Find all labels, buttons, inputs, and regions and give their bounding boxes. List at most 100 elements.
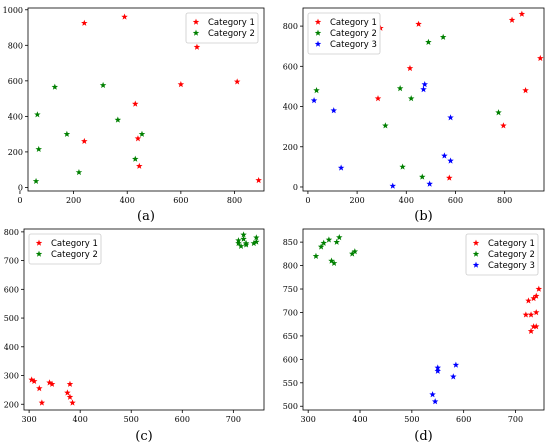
x-tick-label: 600 [173,196,188,205]
data-point-category-1 [530,295,537,302]
data-point-category-1 [121,13,128,20]
data-point-category-1 [374,95,382,102]
data-point-category-3 [441,152,448,159]
x-tick-label: 200 [349,196,364,205]
data-point-category-1 [38,399,46,406]
y-tick-label: 600 [4,285,19,294]
panel-caption: (d) [414,429,432,444]
data-point-category-2 [382,122,389,129]
data-point-category-2 [51,83,59,90]
legend-marker [35,239,43,246]
data-point-category-2 [253,234,260,241]
legend-label: Category 3 [330,40,377,50]
data-point-category-2 [351,248,359,255]
data-point-category-1 [233,78,241,85]
data-point-category-1 [134,135,142,142]
data-point-category-1 [527,311,535,318]
data-point-category-1 [525,297,532,304]
data-point-category-3 [452,361,460,368]
data-point-category-2 [240,231,247,238]
data-point-category-2 [312,252,320,259]
data-point-category-3 [330,107,337,114]
y-tick-label: 800 [4,228,19,237]
x-tick-label: 300 [21,415,36,424]
data-point-category-3 [389,182,396,189]
data-point-category-2 [99,81,107,89]
data-point-category-1 [81,137,88,144]
y-tick-label: 400 [8,112,23,121]
chart-panel-1: 0 200 400 600 800 0 200 400 600 800 1000 Category 1… [3,6,265,224]
data-point-category-2 [317,243,325,250]
y-tick-label: 800 [8,41,23,50]
y-tick-label: 400 [4,343,19,352]
data-point-category-1 [81,19,88,26]
data-point-category-1 [522,311,530,318]
y-tick-label: 500 [4,314,19,323]
plot-frame [302,228,545,411]
x-tick-label: 0 [17,196,22,205]
data-point-category-1 [255,176,262,184]
y-tick-label: 600 [283,62,298,71]
data-point-category-1 [177,81,185,88]
y-tick-label: 0 [293,183,298,192]
data-point-category-2 [439,33,447,40]
y-tick-label: 700 [4,257,19,266]
y-tick-label: 0 [18,183,23,192]
plot-frame [27,7,265,192]
data-point-category-1 [508,16,516,23]
data-point-category-3 [434,364,441,371]
x-tick-label: 500 [124,415,139,424]
data-point-category-2 [237,242,245,249]
data-point-category-2 [419,173,426,180]
y-tick-label: 850 [283,238,298,247]
y-tick-label: 800 [283,262,298,271]
x-tick-label: 400 [73,415,88,424]
panel-caption: (c) [135,429,152,444]
chart-panel-3: 300 400 500 600 700200300400500600700800Cate… [4,228,265,444]
legend-label: Category 2 [208,29,255,39]
legend-frame [465,233,539,276]
legend-label: Category 1 [330,18,377,28]
legend-label: Category 2 [330,29,377,39]
data-point-category-2 [253,238,260,245]
data-point-category-2 [399,163,406,170]
x-tick-label: 700 [508,415,523,424]
data-point-category-3 [426,180,433,187]
data-point-category-3 [420,86,427,93]
legend-label: Category 1 [488,239,535,249]
legend-marker [472,261,480,268]
plot-frame [302,7,545,192]
y-tick-label: 600 [283,355,298,364]
data-point-category-2 [35,145,42,152]
data-point-category-2 [407,95,415,102]
legend-marker [192,29,200,36]
data-point-category-2 [34,111,41,118]
x-tick-label: 400 [399,196,414,205]
data-point-category-2 [250,239,258,247]
data-point-category-2 [349,250,356,257]
data-point-category-2 [336,234,343,241]
data-point-category-2 [240,235,247,242]
x-tick-label: 800 [497,196,512,205]
y-tick-label: 750 [283,285,298,294]
data-point-category-1 [36,385,43,392]
y-tick-label: 650 [283,332,298,341]
y-tick-label: 300 [4,372,19,381]
data-point-category-2 [325,236,333,243]
panel-caption: (a) [137,209,155,224]
x-tick-label: 600 [175,415,190,424]
data-point-category-1 [30,377,38,385]
legend-label: Category 1 [208,18,255,28]
y-tick-label: 700 [283,308,298,317]
legend-marker [472,250,480,257]
data-point-category-1 [522,87,529,94]
data-point-category-3 [447,157,454,164]
legend-marker [472,239,480,246]
data-point-category-2 [328,257,335,264]
panel-caption: (b) [414,209,432,224]
data-point-category-2 [138,130,146,137]
data-point-category-2 [235,237,242,244]
